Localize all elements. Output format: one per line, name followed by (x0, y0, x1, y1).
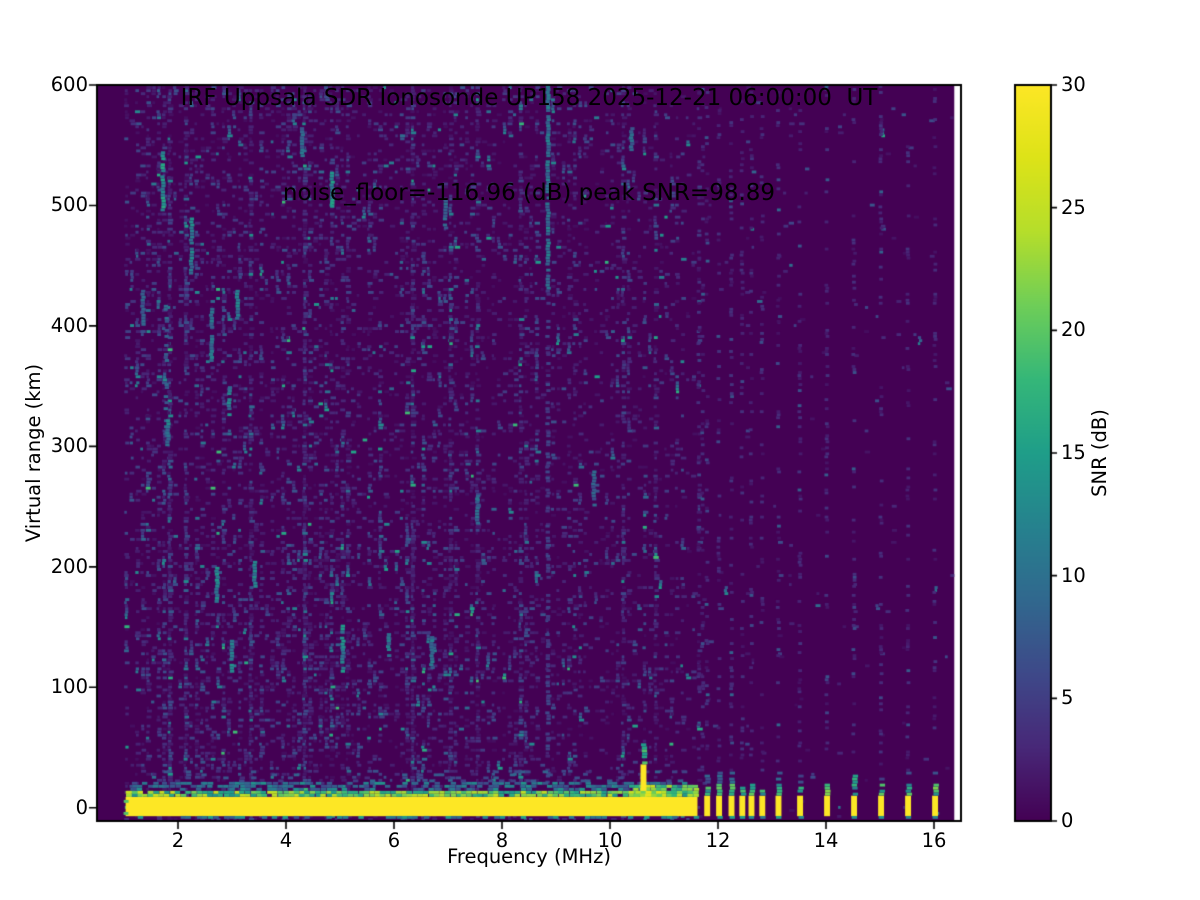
xtick-label: 14 (813, 829, 839, 852)
ctick-label: 10 (1061, 563, 1086, 587)
plot-subtitle: noise_floor=-116.96 (dB) peak SNR=98.89 (282, 179, 776, 206)
ytick-label: 300 (50, 434, 88, 458)
ctick-label: 5 (1061, 686, 1074, 710)
ytick-label: 400 (50, 313, 88, 337)
ctick-label: 25 (1061, 195, 1086, 219)
xtick-label: 4 (279, 829, 293, 852)
x-axis-label: Frequency (MHz) (447, 845, 611, 868)
ctick-label: 15 (1061, 441, 1086, 464)
xtick-label: 2 (171, 829, 185, 852)
ytick-label: 600 (50, 73, 88, 96)
xtick-label: 10 (597, 829, 623, 852)
plot-title: IRF Uppsala SDR Ionosonde UP158 2025-12-… (180, 85, 878, 111)
xtick-label: 16 (921, 829, 947, 852)
xtick-label: 8 (495, 829, 509, 852)
plot-title-block: IRF Uppsala SDR Ionosonde UP158 2025-12-… (97, 20, 961, 272)
ctick-label: 30 (1061, 73, 1086, 96)
xtick-label: 6 (387, 829, 401, 852)
xtick-label: 12 (705, 829, 731, 852)
ctick-label: 0 (1061, 809, 1074, 832)
ytick-label: 0 (75, 795, 88, 819)
ytick-label: 200 (50, 554, 88, 578)
ctick-label: 20 (1061, 318, 1086, 342)
ytick-label: 500 (50, 193, 88, 217)
ytick-label: 100 (50, 675, 88, 699)
